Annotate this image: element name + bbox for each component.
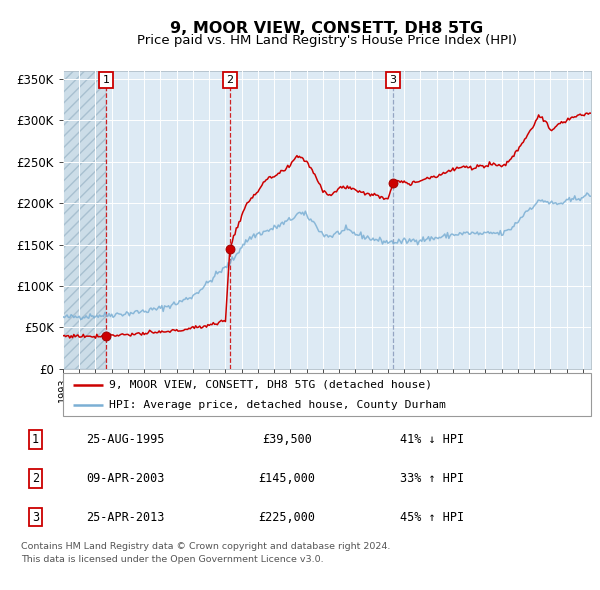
Text: 3: 3 [32, 510, 39, 523]
Text: 1: 1 [32, 434, 39, 447]
Text: 9, MOOR VIEW, CONSETT, DH8 5TG (detached house): 9, MOOR VIEW, CONSETT, DH8 5TG (detached… [109, 380, 433, 390]
Text: 25-AUG-1995: 25-AUG-1995 [86, 434, 164, 447]
Text: Contains HM Land Registry data © Crown copyright and database right 2024.: Contains HM Land Registry data © Crown c… [21, 542, 391, 550]
Text: 2: 2 [226, 76, 233, 86]
Text: 41% ↓ HPI: 41% ↓ HPI [400, 434, 464, 447]
Text: 45% ↑ HPI: 45% ↑ HPI [400, 510, 464, 523]
Text: 9, MOOR VIEW, CONSETT, DH8 5TG: 9, MOOR VIEW, CONSETT, DH8 5TG [170, 21, 484, 35]
Bar [63, 71, 106, 369]
Bar [63, 71, 106, 369]
Text: HPI: Average price, detached house, County Durham: HPI: Average price, detached house, Coun… [109, 400, 446, 409]
Text: £39,500: £39,500 [262, 434, 312, 447]
Text: This data is licensed under the Open Government Licence v3.0.: This data is licensed under the Open Gov… [21, 555, 323, 563]
Text: 09-APR-2003: 09-APR-2003 [86, 472, 164, 485]
Text: 25-APR-2013: 25-APR-2013 [86, 510, 164, 523]
Text: 33% ↑ HPI: 33% ↑ HPI [400, 472, 464, 485]
Text: £225,000: £225,000 [259, 510, 316, 523]
Text: Price paid vs. HM Land Registry's House Price Index (HPI): Price paid vs. HM Land Registry's House … [137, 34, 517, 47]
Text: 3: 3 [389, 76, 397, 86]
Text: £145,000: £145,000 [259, 472, 316, 485]
Text: 1: 1 [103, 76, 110, 86]
Text: 2: 2 [32, 472, 39, 485]
